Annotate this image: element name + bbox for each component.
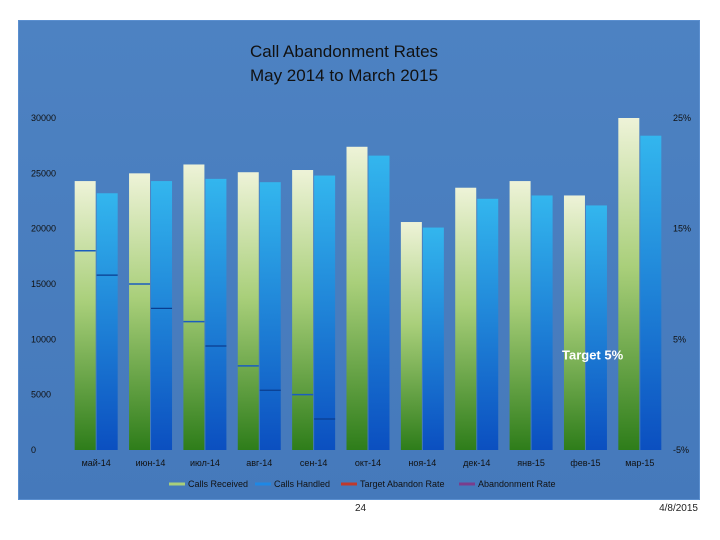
- legend-label: Calls Handled: [274, 479, 330, 489]
- x-category-label: дек-14: [463, 458, 490, 468]
- bar-calls-handled: [205, 178, 227, 450]
- x-category-label: июл-14: [190, 458, 220, 468]
- bar-calls-received: [183, 164, 205, 451]
- bar-calls-handled: [640, 135, 662, 450]
- y-left-tick-label: 15000: [31, 279, 56, 289]
- legend-label: Abandonment Rate: [478, 479, 556, 489]
- abandonment-chart: Call Abandonment Rates May 2014 to March …: [31, 42, 691, 489]
- y-right-tick-label: 25%: [673, 113, 691, 123]
- y-right-tick-label: 15%: [673, 224, 691, 234]
- bar-calls-handled: [368, 155, 390, 451]
- legend-label: Target Abandon Rate: [360, 479, 445, 489]
- bar-calls-handled: [314, 175, 336, 450]
- x-category-label: мар-15: [625, 458, 654, 468]
- bar-calls-received: [74, 181, 96, 450]
- bar-calls-received: [563, 195, 585, 450]
- y-left-tick-label: 20000: [31, 224, 56, 234]
- bar-calls-handled: [96, 193, 118, 450]
- y-left-tick-label: 30000: [31, 113, 56, 123]
- bar-calls-handled: [585, 205, 607, 450]
- x-category-label: сен-14: [300, 458, 327, 468]
- target-annotation: Target 5%: [562, 347, 624, 362]
- bar-calls-received: [129, 173, 151, 451]
- page-number: 24: [355, 503, 367, 514]
- x-category-label: май-14: [82, 458, 111, 468]
- chart-panel: Call Abandonment Rates May 2014 to March …: [18, 20, 700, 500]
- bar-calls-received: [292, 170, 314, 450]
- bar-calls-received: [455, 187, 477, 450]
- x-category-label: ноя-14: [408, 458, 436, 468]
- y-left-tick-label: 5000: [31, 390, 51, 400]
- bar-calls-received: [509, 181, 531, 450]
- legend-label: Calls Received: [188, 479, 248, 489]
- bar-calls-received: [346, 146, 368, 451]
- footer-date: 4/8/2015: [659, 503, 698, 514]
- y-right-tick-label: 5%: [673, 334, 686, 344]
- bar-calls-received: [400, 222, 422, 450]
- y-left-tick-label: 10000: [31, 334, 56, 344]
- y-right-tick-label: -5%: [673, 445, 689, 455]
- chart-title-line: May 2014 to March 2015: [250, 66, 438, 85]
- x-category-label: июн-14: [136, 458, 166, 468]
- bar-calls-received: [237, 172, 259, 450]
- x-category-label: авг-14: [246, 458, 272, 468]
- chart-title-line: Call Abandonment Rates: [250, 42, 438, 61]
- x-category-label: фев-15: [570, 458, 600, 468]
- bar-calls-handled: [422, 227, 444, 450]
- bar-calls-handled: [477, 198, 499, 450]
- bar-calls-handled: [259, 182, 281, 451]
- x-category-label: янв-15: [517, 458, 545, 468]
- bar-calls-received: [618, 118, 640, 450]
- y-left-tick-label: 25000: [31, 168, 56, 178]
- bar-calls-handled: [531, 195, 553, 450]
- y-left-tick-label: 0: [31, 445, 36, 455]
- x-category-label: окт-14: [355, 458, 381, 468]
- bar-calls-handled: [151, 181, 173, 450]
